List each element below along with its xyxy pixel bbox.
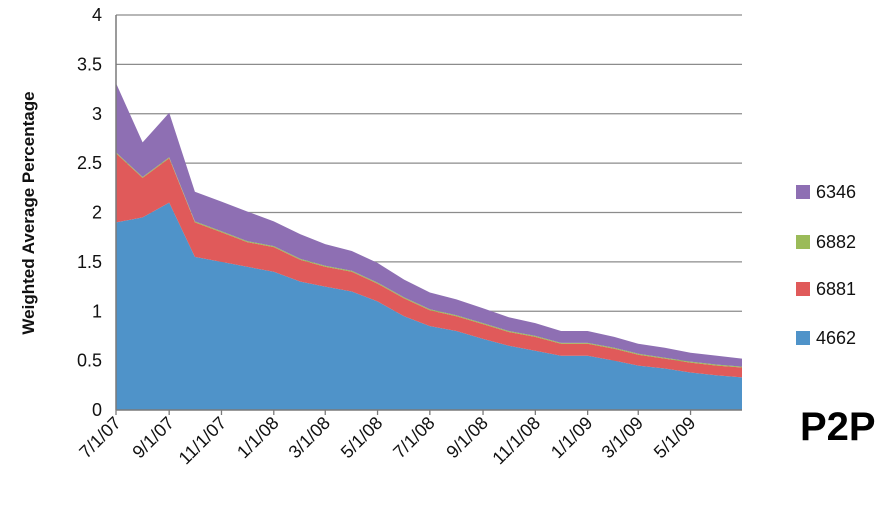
legend-swatch-6346 — [796, 185, 810, 199]
legend-item-6882: 6882 — [796, 230, 856, 254]
legend-item-6346: 6346 — [796, 180, 856, 204]
legend-swatch-4662 — [796, 331, 810, 345]
area-series-6346 — [116, 83, 742, 367]
x-tick-label: 7/1/07 — [75, 413, 125, 463]
x-tick-label: 9/1/07 — [128, 413, 178, 463]
x-tick-label: 7/1/08 — [389, 413, 439, 463]
x-tick-label: 5/1/09 — [650, 413, 700, 463]
y-tick-label: 1.5 — [77, 252, 102, 272]
area-series-6881 — [116, 153, 742, 378]
legend-label-6881: 6881 — [816, 278, 857, 299]
legend-label-6346: 6346 — [816, 181, 857, 202]
legend-item-6881: 6881 — [796, 277, 856, 301]
y-tick-label: 0 — [92, 400, 102, 420]
x-tick-label: 1/1/08 — [233, 413, 283, 463]
x-tick-label: 11/1/08 — [488, 413, 544, 469]
x-tick-label: 3/1/08 — [285, 413, 335, 463]
x-tick-label: 3/1/09 — [598, 413, 648, 463]
legend-label-4662: 4662 — [816, 327, 857, 348]
y-tick-label: 0.5 — [77, 351, 102, 371]
y-tick-label: 2.5 — [77, 153, 102, 173]
y-tick-label: 1 — [92, 301, 102, 321]
area-series-4662 — [116, 202, 742, 410]
y-axis-label: Weighted Average Percentage — [19, 91, 38, 334]
legend-label-6882: 6882 — [816, 231, 857, 252]
x-tick-label: 1/1/09 — [547, 413, 597, 463]
axes — [115, 15, 742, 415]
x-tick-label: 5/1/08 — [337, 413, 387, 463]
area-series-group — [116, 83, 742, 410]
legend-swatch-6881 — [796, 282, 810, 296]
y-tick-label: 4 — [92, 5, 102, 25]
y-tick-labels: 0 0.5 1 1.5 2 2.5 3 3.5 4 — [77, 5, 102, 420]
legend-item-4662: 4662 — [796, 326, 856, 350]
y-tick-label: 3.5 — [77, 54, 102, 74]
y-tick-label: 3 — [92, 104, 102, 124]
legend-swatch-6882 — [796, 235, 810, 249]
x-tick-label: 9/1/08 — [442, 413, 492, 463]
caption-text: P2P — [800, 405, 876, 449]
x-tick-label: 11/1/07 — [175, 413, 231, 469]
y-tick-label: 2 — [92, 203, 102, 223]
